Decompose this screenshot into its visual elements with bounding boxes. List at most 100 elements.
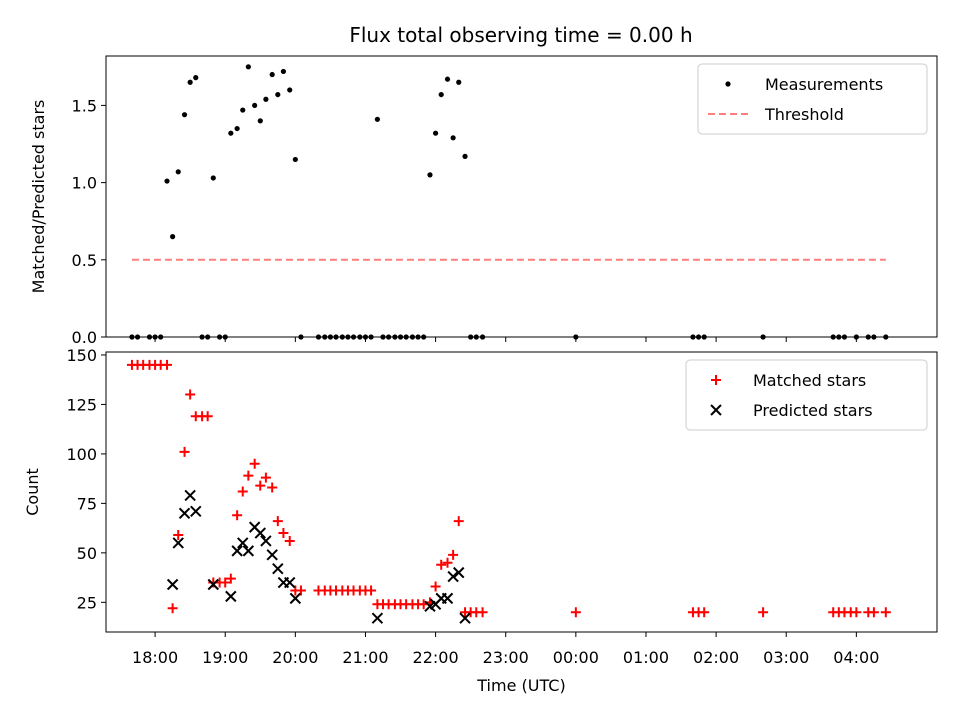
predicted-star-point: [184, 489, 196, 502]
measurement-point: [175, 169, 181, 175]
measurement-point: [252, 102, 258, 109]
matched-star-point: [284, 535, 295, 546]
measurement-point: [427, 172, 433, 178]
matched-star-point: [278, 528, 289, 539]
measurement-point: [415, 334, 421, 340]
predicted-star-point: [231, 545, 243, 557]
legend-box: [685, 359, 928, 431]
measurement-point: [883, 334, 889, 340]
y-axis-title: Count: [23, 468, 42, 516]
y-tick-label: 75: [77, 494, 97, 513]
matched-star-point: [272, 516, 283, 527]
matched-star-point: [179, 446, 190, 457]
legend-box: [697, 63, 928, 135]
predicted-star-point: [266, 549, 278, 561]
x-tick-label: 21:00: [342, 648, 388, 667]
measurement-point: [368, 334, 374, 340]
y-tick-label: 1.0: [72, 174, 97, 193]
measurement-point: [386, 334, 392, 340]
matched-star-point: [868, 607, 879, 618]
x-tick-label: 01:00: [623, 648, 669, 667]
matched-star-point: [225, 573, 236, 584]
series-predicted-stars: [166, 489, 471, 624]
matched-star-point: [237, 486, 248, 497]
measurement-point: [397, 334, 404, 340]
measurement-point: [193, 75, 199, 81]
measurement-point: [362, 334, 369, 340]
matched-star-point: [448, 549, 459, 560]
measurement-point: [841, 334, 848, 340]
measurement-point: [421, 334, 427, 340]
x-tick-label: 23:00: [483, 648, 529, 667]
y-tick-label: 0.0: [72, 328, 97, 347]
measurement-point: [287, 87, 293, 93]
legend-label: Measurements: [765, 75, 883, 94]
measurement-point: [199, 334, 205, 340]
predicted-star-point: [284, 576, 296, 589]
matched-star-point: [185, 389, 196, 400]
measurement-point: [456, 79, 462, 85]
matched-star-point: [436, 559, 447, 570]
predicted-star-point: [190, 505, 202, 518]
measurement-point: [234, 125, 240, 132]
predicted-star-point: [272, 562, 284, 575]
predicted-star-point: [371, 612, 384, 624]
measurement-point: [292, 156, 298, 163]
measurement-point: [830, 334, 836, 340]
y-tick-label: 50: [77, 544, 97, 563]
measurement-point: [187, 79, 193, 85]
measurement-point: [217, 334, 223, 340]
measurement-point: [134, 334, 141, 340]
measurement-point: [479, 334, 486, 340]
matched-star-point: [570, 607, 581, 618]
matched-star-point: [366, 585, 377, 596]
predicted-star-point: [260, 535, 272, 547]
top-panel-flux-ratio: 0.0 0.5 1.0 1.5 Matched/Predicted stars Measu…: [29, 55, 938, 347]
matched-star-point: [167, 603, 178, 614]
y-tick-label: 150: [66, 346, 97, 365]
predicted-star-point: [289, 592, 302, 605]
measurement-point: [853, 334, 859, 340]
matched-star-point: [880, 607, 891, 618]
measurement-point: [836, 334, 842, 340]
measurement-point: [263, 96, 269, 102]
predicted-star-point: [237, 537, 249, 549]
series-measurements: [129, 64, 889, 340]
legend-swatch-measurements: [725, 81, 731, 87]
matched-star-point: [267, 482, 278, 493]
measurement-point: [871, 334, 877, 340]
y-tick-label: 100: [66, 445, 97, 464]
x-axis-title: Time (UTC): [476, 676, 565, 695]
measurement-point: [380, 334, 386, 340]
measurement-point: [350, 334, 357, 340]
measurement-point: [345, 334, 351, 340]
predicted-star-point: [453, 566, 465, 579]
matched-star-point: [295, 585, 306, 596]
matched-star-point: [758, 607, 769, 618]
legend-label: Matched stars: [753, 371, 866, 390]
legend-swatch-predicted: [710, 404, 722, 416]
matched-star-point: [232, 510, 243, 521]
chart-title: Flux total observing time = 0.00 h: [349, 23, 692, 47]
measurement-point: [573, 334, 579, 340]
matched-star-point: [173, 530, 184, 541]
predicted-star-point: [178, 507, 191, 519]
measurement-point: [170, 234, 176, 240]
matched-star-point: [255, 480, 266, 491]
matched-star-point: [260, 472, 271, 483]
legend-label: Predicted stars: [753, 401, 873, 420]
measurement-point: [205, 334, 211, 340]
x-tick-label: 00:00: [553, 648, 599, 667]
measurement-point: [257, 118, 263, 124]
x-tick-label: 19:00: [202, 648, 248, 667]
measurement-point: [210, 175, 216, 181]
measurement-point: [315, 334, 322, 340]
measurement-point: [146, 334, 153, 340]
x-tick-label: 22:00: [413, 648, 459, 667]
predicted-star-point: [225, 590, 237, 603]
measurement-point: [695, 334, 702, 340]
predicted-star-point: [172, 537, 184, 549]
matched-star-point: [477, 607, 488, 618]
measurement-point: [444, 76, 451, 82]
